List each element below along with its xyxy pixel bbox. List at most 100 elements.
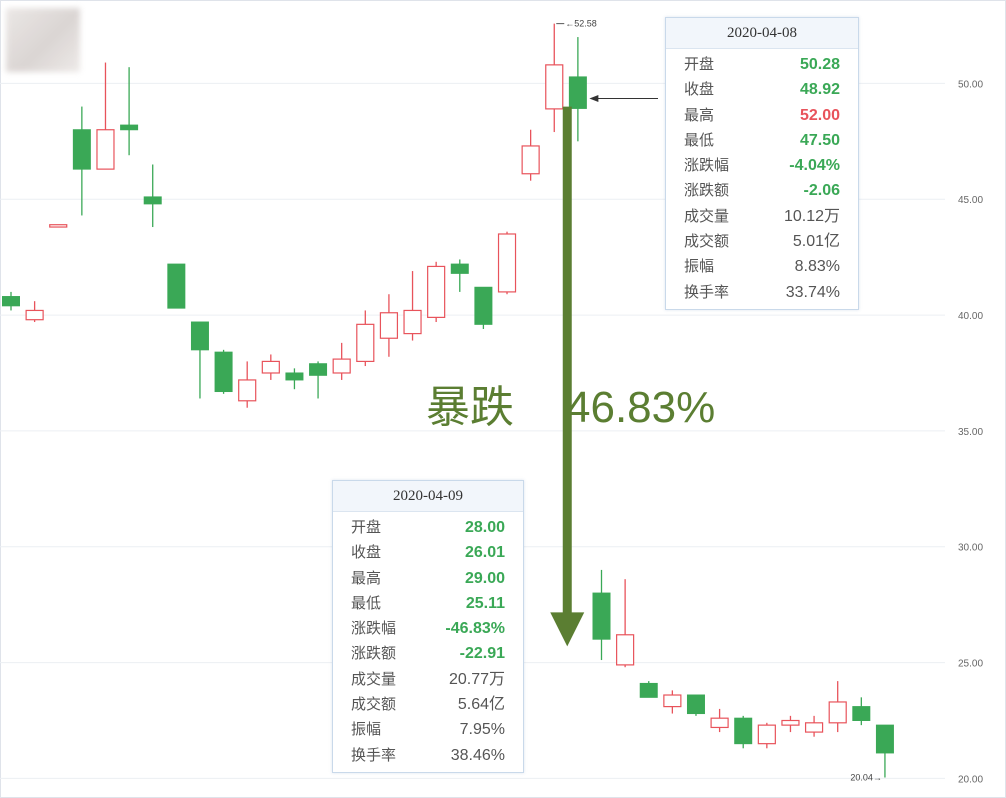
candle-body-24	[568, 76, 587, 109]
blurred-logo	[6, 8, 80, 72]
tooltip-row-label: 成交量	[351, 669, 397, 688]
tooltip-row-value: 26.01	[464, 544, 505, 562]
drop-arrow	[550, 94, 658, 647]
candle-body-30	[710, 717, 729, 729]
tooltip-row: 换手率 38.46%	[333, 743, 523, 768]
candle-body-32	[757, 724, 776, 745]
tooltip-row-label: 换手率	[684, 282, 730, 301]
candle-15	[356, 310, 375, 367]
candle-12	[285, 368, 304, 390]
candle-23	[545, 23, 564, 133]
tooltip-row: 涨跌幅 -46.83%	[333, 616, 523, 641]
tooltip-row-label: 涨跌额	[351, 644, 397, 663]
candle-0	[2, 291, 20, 311]
tooltip-row: 最低 47.50	[666, 128, 858, 153]
tooltip-date: 2020-04-09	[333, 481, 523, 512]
candle-body-19	[450, 263, 469, 274]
tooltip-row-label: 收盘	[351, 543, 382, 562]
candle-32	[757, 722, 776, 749]
candle-body-18	[427, 265, 446, 318]
candle-body-0	[2, 296, 20, 307]
candle-body-13	[309, 363, 328, 376]
candle-14	[332, 342, 351, 380]
high-marker-label: ←52.58	[565, 19, 597, 29]
candle-body-21	[497, 233, 517, 293]
tooltip-row-value: 20.77万	[448, 670, 505, 688]
candle-body-20	[474, 286, 493, 325]
candle-5	[120, 67, 139, 156]
pointer-head	[589, 94, 599, 102]
candle-body-3	[72, 129, 91, 170]
candle-25	[592, 569, 611, 661]
candle-body-10	[238, 379, 257, 402]
tooltip-row: 成交量 20.77万	[333, 667, 523, 692]
drop-arrow-head	[550, 612, 585, 647]
candle-2	[49, 224, 68, 228]
tooltip-row-label: 最低	[351, 593, 382, 612]
tooltip-row-value: 5.64亿	[457, 696, 505, 714]
tooltip-2020-04-09: 2020-04-09 开盘 28.00 收盘 26.01 最高 29.00 最低 25.11 涨…	[332, 480, 524, 773]
tooltip-row-label: 最高	[351, 568, 382, 587]
tooltip-row-value: 10.12万	[783, 207, 840, 225]
candle-22	[521, 129, 540, 181]
candle-20	[474, 286, 493, 329]
candle-30	[710, 708, 729, 733]
tooltip-row-value: -4.04%	[789, 157, 840, 175]
tooltip-row-value: 33.74%	[785, 283, 840, 301]
candles	[2, 23, 894, 778]
tooltip-row: 涨跌幅 -4.04%	[666, 153, 858, 178]
candle-body-12	[285, 372, 304, 381]
candle-body-8	[190, 321, 209, 351]
candle-body-29	[686, 694, 705, 715]
candle-3	[72, 106, 91, 216]
candle-11	[261, 354, 280, 380]
candle-18	[427, 261, 446, 323]
candle-33	[781, 715, 800, 733]
tooltip-row: 换手率 33.74%	[666, 280, 858, 305]
candle-body-34	[804, 722, 824, 733]
candle-21	[497, 231, 517, 295]
low-marker-label: 20.04→	[850, 772, 882, 782]
y-tick-label-5: 45.00	[958, 195, 983, 206]
candle-28	[663, 690, 682, 714]
tooltip-date: 2020-04-08	[666, 18, 858, 49]
tooltip-row-value: 48.92	[799, 81, 840, 99]
candle-31	[734, 715, 753, 749]
candle-body-15	[356, 323, 375, 363]
tooltip-row: 开盘 28.00	[333, 515, 523, 540]
y-tick-label-0: 20.00	[958, 774, 983, 785]
tooltip-row-value: 38.46%	[450, 746, 505, 764]
tooltip-row-label: 成交额	[351, 695, 397, 714]
crash-label: 暴跌	[426, 382, 514, 433]
tooltip-row-label: 最低	[684, 130, 715, 149]
tooltip-2020-04-08: 2020-04-08 开盘 50.28 收盘 48.92 最高 52.00 最低 47.50 涨…	[665, 17, 859, 310]
candle-body-4	[96, 129, 115, 170]
tooltip-row-value: 8.83%	[794, 258, 840, 276]
candle-8	[190, 321, 209, 399]
candle-body-23	[545, 64, 564, 110]
candle-36	[852, 697, 871, 726]
candle-body-31	[734, 717, 753, 745]
tooltip-row-value: -46.83%	[445, 620, 505, 638]
candle-37	[875, 724, 894, 778]
candle-body-36	[852, 706, 871, 721]
y-tick-label-3: 35.00	[958, 427, 983, 438]
tooltip-row-value: 5.01亿	[792, 233, 840, 251]
candle-29	[686, 694, 705, 716]
candle-body-33	[781, 719, 800, 726]
candle-16	[379, 294, 399, 357]
tooltip-row: 开盘 50.28	[666, 52, 858, 77]
candle-body-14	[332, 358, 351, 374]
tooltip-row-label: 收盘	[684, 80, 715, 99]
tooltip-row-value: 7.95%	[459, 721, 505, 739]
tooltip-row: 成交量 10.12万	[666, 204, 858, 229]
y-tick-label-1: 25.00	[958, 659, 983, 670]
candle-26	[616, 579, 635, 668]
tooltip-row: 成交额 5.64亿	[333, 692, 523, 717]
candle-10	[238, 361, 257, 408]
tooltip-row: 振幅 7.95%	[333, 717, 523, 742]
tooltip-row-value: 50.28	[799, 56, 840, 73]
tooltip-row-label: 换手率	[351, 745, 397, 764]
candle-body-22	[521, 145, 540, 175]
candle-body-6	[143, 196, 162, 205]
